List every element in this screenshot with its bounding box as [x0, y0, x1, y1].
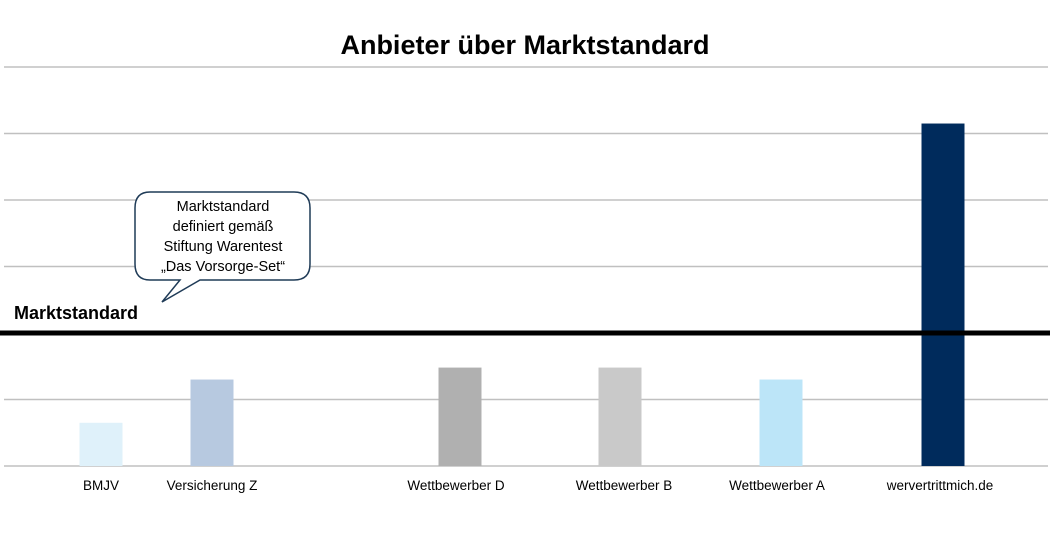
category-label: Versicherung Z [166, 478, 258, 493]
bar [598, 367, 642, 466]
bar [438, 367, 482, 466]
callout-line-1: Marktstandard [176, 199, 270, 215]
category-label: Wettbewerber D [407, 478, 505, 493]
category-label: BMJV [82, 478, 120, 493]
bar [79, 422, 123, 466]
bars [79, 123, 965, 467]
bar [921, 123, 965, 467]
bar [190, 379, 234, 466]
bar [759, 379, 803, 466]
marktstandard-label: Marktstandard [14, 303, 139, 323]
speech-bubble [134, 191, 311, 303]
category-label: Wettbewerber A [729, 478, 825, 493]
category-label: Wettbewerber B [575, 478, 673, 493]
callout-line-3: Stiftung Warentest [163, 239, 283, 255]
callout-text: Marktstandard definiert gemäß Stiftung W… [138, 197, 308, 277]
callout-line-4: „Das Vorsorge-Set“ [160, 259, 286, 275]
callout-line-2: definiert gemäß [172, 219, 274, 235]
category-label: wervertrittmich.de [886, 478, 994, 493]
chart-title: Anbieter über Marktstandard [340, 30, 710, 60]
